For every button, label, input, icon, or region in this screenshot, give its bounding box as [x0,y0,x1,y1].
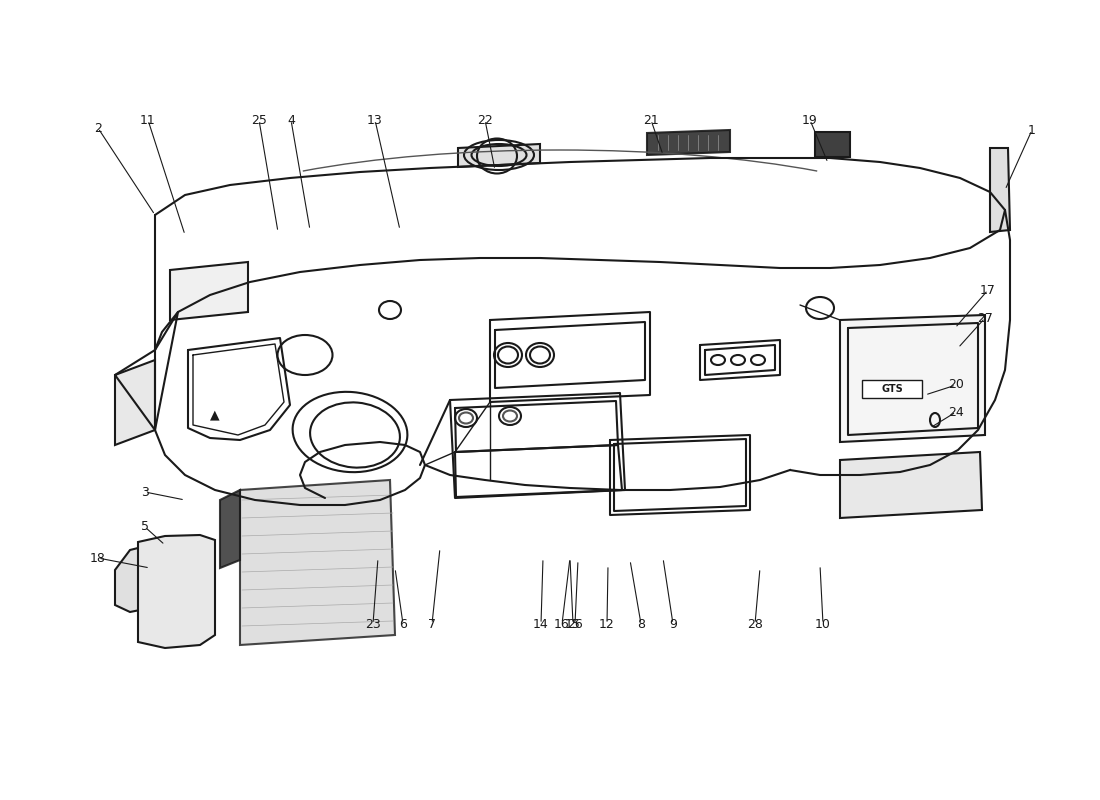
Polygon shape [116,545,165,612]
Text: 7: 7 [428,618,436,630]
Polygon shape [240,480,395,645]
Bar [815,132,850,157]
Text: 27: 27 [977,311,993,325]
Text: 24: 24 [948,406,964,418]
Text: 10: 10 [815,618,830,630]
Polygon shape [116,360,155,445]
Polygon shape [220,490,240,568]
Text: 28: 28 [747,618,763,630]
Text: 4: 4 [287,114,295,126]
Text: 8: 8 [637,618,645,630]
Polygon shape [840,452,982,518]
Text: 17: 17 [980,283,996,297]
Text: 6: 6 [399,618,407,630]
Text: 5: 5 [141,521,149,534]
Text: 23: 23 [365,618,381,630]
Bar [862,380,922,398]
Text: 19: 19 [802,114,818,126]
Text: 25: 25 [251,114,267,126]
Polygon shape [458,144,540,167]
Text: 14: 14 [534,618,549,630]
Text: 18: 18 [90,551,106,565]
Text: 1: 1 [1028,123,1036,137]
Text: 22: 22 [477,114,493,126]
Text: 9: 9 [669,618,676,630]
Text: 15: 15 [565,618,581,630]
Polygon shape [990,148,1010,232]
Polygon shape [840,315,984,442]
Text: 13: 13 [367,114,383,126]
Text: 11: 11 [140,114,156,126]
Text: GTS: GTS [881,384,903,394]
Text: 16: 16 [554,618,570,630]
Polygon shape [647,130,730,155]
Text: 26: 26 [568,618,583,630]
Text: 20: 20 [948,378,964,391]
Text: ▲: ▲ [210,409,220,422]
Text: 2: 2 [95,122,102,134]
Polygon shape [138,535,214,648]
Polygon shape [170,262,248,320]
Text: 21: 21 [644,114,659,126]
Text: 12: 12 [600,618,615,630]
Text: 3: 3 [141,486,149,498]
